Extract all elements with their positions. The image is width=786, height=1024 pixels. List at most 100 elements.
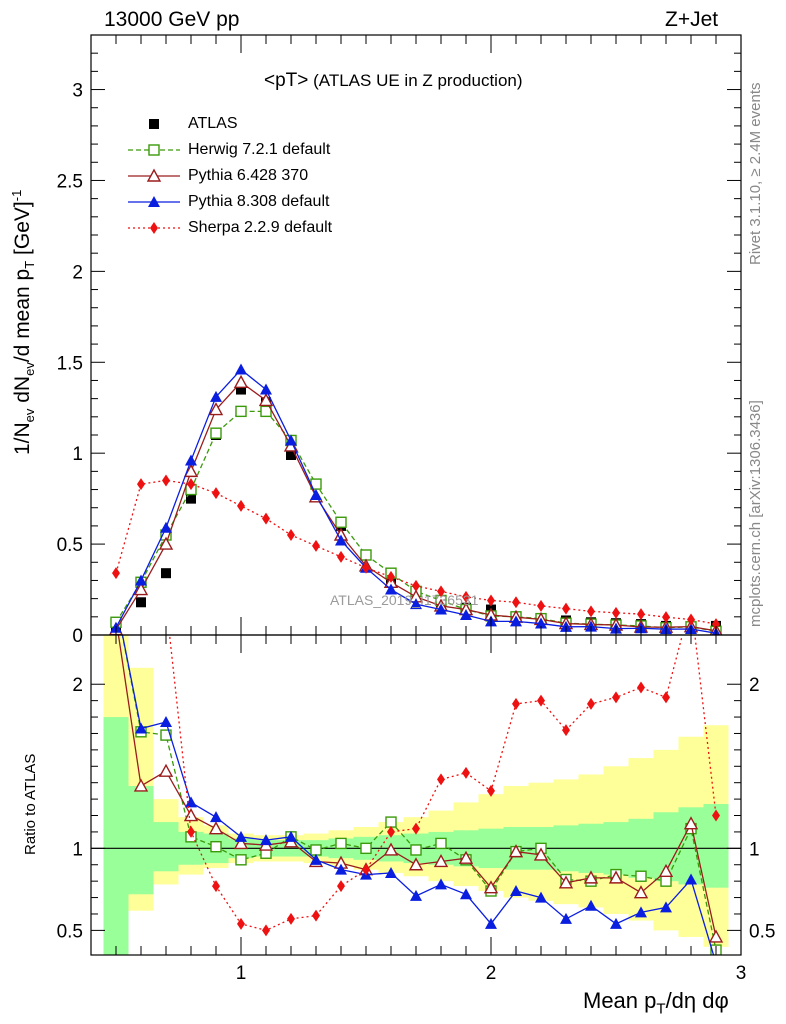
main-point-Sherpa bbox=[662, 611, 670, 624]
main-point-Pythia8 bbox=[385, 583, 397, 595]
main-point-Pythia8 bbox=[310, 489, 322, 500]
ratio-point-Herwig bbox=[210, 840, 222, 853]
ratio-point-Sherpa bbox=[637, 681, 645, 694]
main-point-Pythia8 bbox=[185, 454, 197, 466]
ratio-point-Pythia6 bbox=[683, 816, 699, 830]
ratio-point-Sherpa bbox=[387, 825, 395, 838]
main-point-Pythia8 bbox=[535, 617, 547, 629]
main-point-Pythia8 bbox=[210, 390, 222, 402]
main-point-Pythia6 bbox=[158, 536, 174, 550]
legend-label-herwig: Herwig 7.2.1 default bbox=[188, 141, 331, 158]
ratio-point-Pythia8 bbox=[510, 885, 522, 896]
ratio-point-Pythia8 bbox=[210, 811, 222, 823]
ratio-y-axis-title: Ratio to ATLAS bbox=[22, 753, 39, 855]
main-point-Sherpa bbox=[637, 608, 645, 621]
main-point-Pythia8 bbox=[460, 609, 472, 620]
ratio-point-Pythia8 bbox=[110, 596, 122, 607]
main-y-tick-label: 0 bbox=[72, 626, 83, 647]
legend-marker-Pythia6 bbox=[146, 168, 162, 182]
ratio-y-tick-label: 2 bbox=[72, 675, 83, 696]
main-title: <pT> (ATLAS UE in Z production) bbox=[264, 70, 523, 92]
main-point-Herwig bbox=[335, 516, 347, 528]
main-point-Sherpa bbox=[437, 585, 445, 598]
ratio-point-Sherpa bbox=[337, 880, 345, 893]
analysis-watermark: ATLAS_2019_I1736531 bbox=[330, 592, 479, 608]
ratio-point-Sherpa bbox=[712, 809, 720, 822]
ratio-point-Pythia8 bbox=[185, 796, 197, 808]
main-y-tick-label: 1 bbox=[72, 444, 83, 465]
legend-atlas: ATLAS bbox=[188, 115, 238, 133]
legend-label-sherpa: Sherpa 2.2.9 default bbox=[188, 219, 333, 236]
legend-label-pythia8: Pythia 8.308 default bbox=[188, 193, 330, 210]
main-title-symbol: <pT> bbox=[264, 70, 309, 91]
legend-marker-ATLAS bbox=[149, 119, 159, 129]
main-point-ATLAS bbox=[286, 450, 296, 460]
main-point-Sherpa bbox=[412, 579, 420, 592]
rivet-version-label: Rivet 3.1.10, ≥ 2.4M events bbox=[747, 82, 764, 266]
ratio-point-Pythia8 bbox=[235, 830, 247, 842]
ratio-point-Pythia8 bbox=[585, 899, 597, 911]
ratio-point-Sherpa bbox=[662, 691, 670, 704]
main-point-Pythia8 bbox=[235, 363, 247, 375]
ratio-point-Sherpa bbox=[212, 880, 220, 893]
ratio-point-Pythia6 bbox=[583, 870, 599, 884]
ratio-point-Pythia8 bbox=[660, 901, 672, 913]
ratio-point-Sherpa bbox=[262, 924, 270, 937]
ratio-point-Pythia8 bbox=[685, 873, 697, 885]
legend-label-pythia6: Pythia 6.428 370 bbox=[188, 167, 309, 184]
ratio-point-Pythia8 bbox=[335, 863, 347, 875]
main-y-axis-title: 1/Nev dNev/d mean pT [GeV]-1 bbox=[9, 189, 38, 455]
ratio-band-inner-bin bbox=[128, 785, 154, 895]
main-point-Pythia8 bbox=[335, 534, 347, 546]
main-point-Sherpa bbox=[462, 590, 470, 603]
main-point-Sherpa bbox=[387, 570, 395, 583]
main-point-Pythia8 bbox=[260, 383, 272, 395]
main-series-Sherpa bbox=[112, 474, 720, 631]
ratio-point-Herwig bbox=[410, 844, 422, 856]
ratio-point-Sherpa bbox=[187, 825, 195, 838]
main-point-Pythia6 bbox=[258, 392, 274, 407]
ratio-point-Pythia6 bbox=[658, 863, 674, 878]
ratio-point-Pythia6 bbox=[158, 763, 174, 777]
legend-sherpa: Sherpa 2.2.9 default bbox=[188, 219, 332, 237]
ratio-point-Sherpa bbox=[612, 691, 620, 704]
ratio-band-inner-bin bbox=[153, 822, 179, 872]
ratio-point-Pythia6 bbox=[558, 875, 574, 889]
ratio-point-Sherpa bbox=[237, 917, 245, 930]
ratio-point-Sherpa bbox=[312, 909, 320, 922]
x-axis-title: Mean pT/dη dφ bbox=[583, 988, 729, 1018]
ratio-point-Pythia8 bbox=[160, 715, 172, 727]
ratio-y-tick-label: 0.5 bbox=[57, 921, 83, 942]
ratio-y-tick-label-right: 0.5 bbox=[749, 921, 775, 942]
ratio-series-Pythia6 bbox=[117, 635, 724, 943]
main-point-Sherpa bbox=[137, 478, 145, 491]
ratio-series-Sherpa bbox=[168, 635, 720, 937]
ratio-point-Pythia8 bbox=[485, 917, 497, 929]
ratio-point-Herwig bbox=[235, 854, 247, 866]
main-y-tick-label: 3 bbox=[72, 81, 83, 102]
ratio-point-Pythia6 bbox=[633, 885, 649, 899]
main-point-Sherpa bbox=[112, 567, 120, 580]
ratio-point-Pythia6 bbox=[208, 821, 224, 835]
legend-marker-Herwig bbox=[148, 144, 160, 156]
main-point-Sherpa bbox=[312, 539, 320, 552]
ratio-point-Sherpa bbox=[487, 784, 495, 797]
main-point-Pythia6 bbox=[233, 374, 249, 388]
ratio-point-Pythia8 bbox=[435, 878, 447, 890]
ratio-point-Pythia6 bbox=[233, 835, 249, 850]
legend-herwig: Herwig 7.2.1 default bbox=[188, 141, 330, 159]
main-point-Pythia8 bbox=[435, 603, 447, 615]
ratio-point-Herwig bbox=[310, 844, 322, 856]
ratio-series-Pythia8 bbox=[110, 596, 715, 955]
ratio-point-Herwig bbox=[360, 842, 372, 855]
main-point-Pythia6 bbox=[208, 402, 224, 416]
ratio-point-Pythia8 bbox=[385, 866, 397, 878]
ratio-point-Sherpa bbox=[562, 724, 570, 737]
ratio-point-Herwig bbox=[335, 837, 347, 850]
main-point-Pythia8 bbox=[410, 598, 422, 610]
main-point-ATLAS bbox=[236, 384, 246, 395]
main-point-ATLAS bbox=[186, 493, 196, 504]
ratio-point-Pythia6 bbox=[133, 778, 149, 792]
main-point-Pythia8 bbox=[285, 434, 297, 446]
